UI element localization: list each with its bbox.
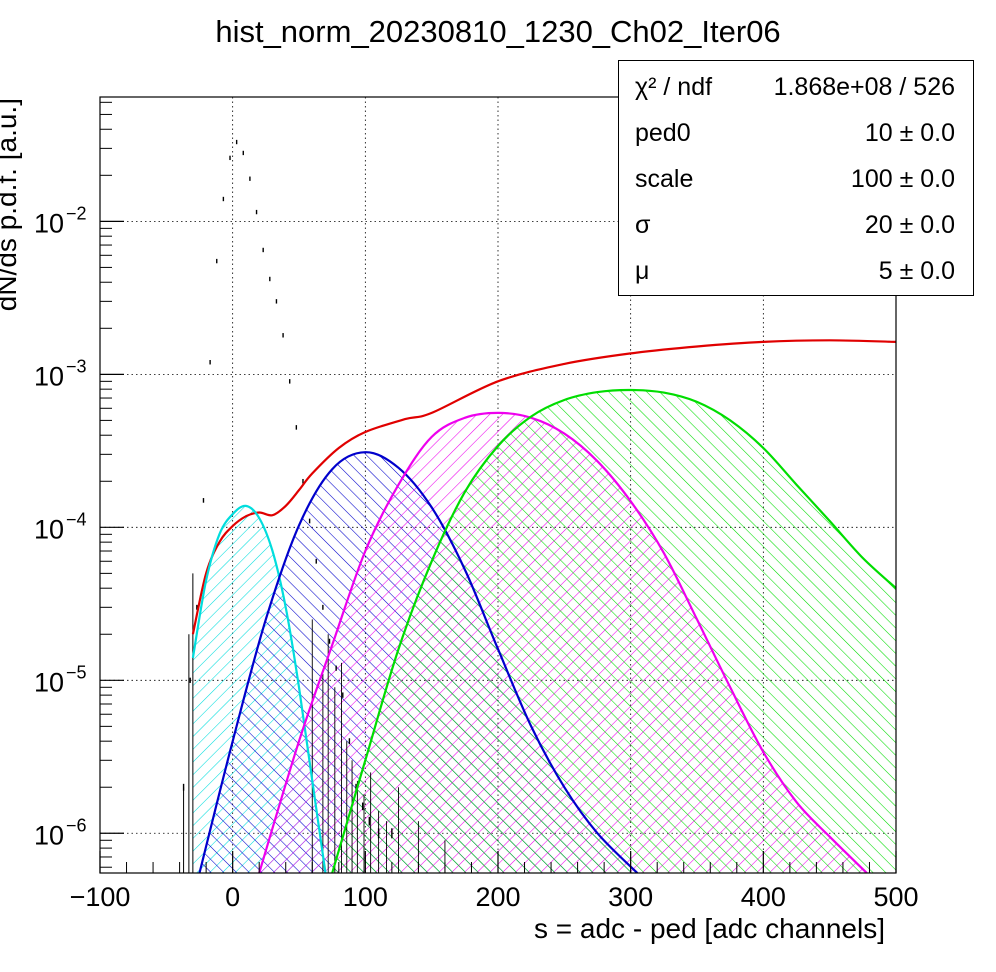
- x-tick-label: 400: [741, 882, 786, 912]
- stats-label: μ: [635, 257, 650, 285]
- y-tick-exponent: −6: [66, 815, 87, 835]
- y-tick-exponent: −4: [66, 509, 87, 529]
- x-tick-label: −100: [70, 882, 131, 912]
- stats-value: 1.868e+08 / 526: [773, 73, 955, 101]
- component-curve: [258, 411, 868, 873]
- component-curve: [191, 504, 327, 873]
- stats-value: 5 ± 0.0: [878, 257, 955, 285]
- x-axis-label: s = adc - ped [adc channels]: [534, 913, 885, 944]
- stats-box: χ² / ndf 1.868e+08 / 526 ped0 10 ± 0.0 s…: [618, 60, 974, 296]
- component-fill: [332, 389, 896, 873]
- stats-value: 20 ± 0.0: [864, 211, 955, 239]
- component-curve: [331, 388, 896, 873]
- x-tick-label: 0: [225, 882, 240, 912]
- hatched-fills: [192, 389, 896, 873]
- x-tick-label: 200: [475, 882, 520, 912]
- y-tick-label: 10: [34, 667, 64, 697]
- y-tick-label: 10: [34, 361, 64, 391]
- stats-label: σ: [635, 211, 651, 239]
- stats-row: scale 100 ± 0.0: [619, 157, 973, 203]
- stats-row: χ² / ndf 1.868e+08 / 526: [619, 65, 973, 111]
- stats-row: σ 20 ± 0.0: [619, 203, 973, 249]
- y-tick-exponent: −3: [66, 356, 87, 376]
- stats-value: 100 ± 0.0: [850, 165, 955, 193]
- stats-value: 10 ± 0.0: [864, 119, 955, 147]
- stats-row: ped0 10 ± 0.0: [619, 111, 973, 157]
- y-axis-label: dN/ds p.d.f. [a.u.]: [0, 98, 22, 311]
- axis-labels: s = adc - ped [adc channels] dN/ds p.d.f…: [0, 98, 885, 944]
- y-tick-exponent: −2: [66, 203, 87, 223]
- y-tick-label: 10: [34, 820, 64, 850]
- histogram: [182, 139, 446, 873]
- y-tick-label: 10: [34, 514, 64, 544]
- x-tick-label: 500: [873, 882, 918, 912]
- y-tick-exponent: −5: [66, 662, 87, 682]
- x-tick-label: 100: [343, 882, 388, 912]
- stats-label: scale: [635, 165, 694, 193]
- stats-row: μ 5 ± 0.0: [619, 249, 973, 295]
- chart-title: hist_norm_20230810_1230_Ch02_Iter06: [215, 14, 781, 49]
- fit-curves: [191, 339, 896, 873]
- total-fit-curve: [191, 339, 896, 635]
- stats-label: ped0: [635, 119, 691, 147]
- stats-label: χ² / ndf: [635, 73, 713, 101]
- y-tick-label: 10: [34, 208, 64, 238]
- x-tick-label: 300: [608, 882, 653, 912]
